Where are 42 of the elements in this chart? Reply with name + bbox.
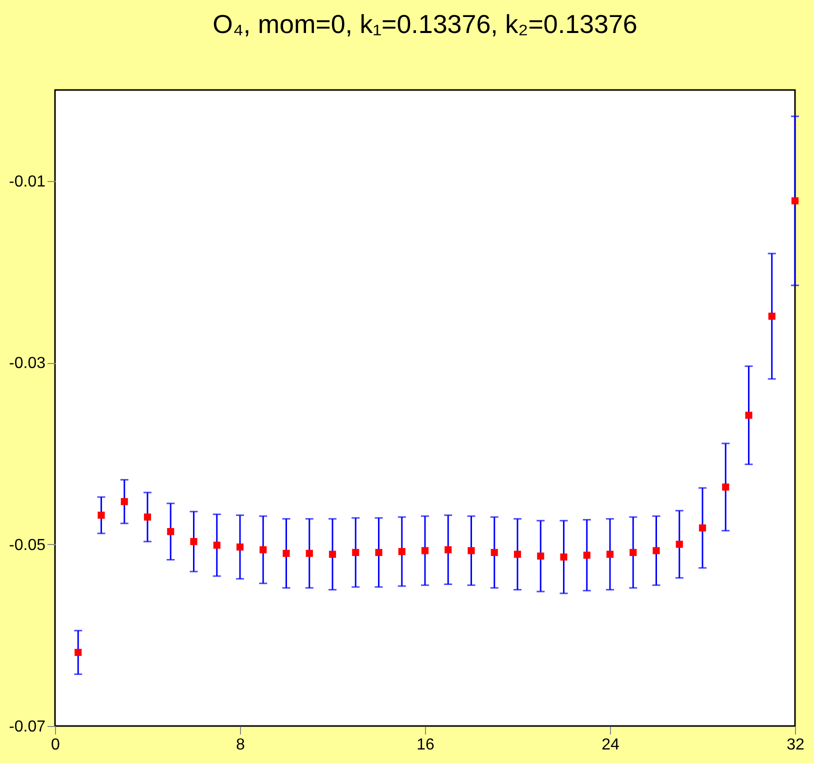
point — [745, 412, 752, 419]
point — [468, 547, 475, 554]
point — [98, 512, 105, 519]
x-tick-label: 24 — [602, 736, 620, 754]
point — [74, 648, 82, 656]
point — [490, 548, 498, 556]
point — [236, 543, 244, 551]
point — [698, 524, 706, 532]
point — [421, 547, 429, 554]
point — [676, 540, 683, 548]
y-tick-label: -0.01 — [9, 173, 46, 190]
point — [352, 548, 360, 556]
point — [375, 548, 382, 556]
x-tick-label: 32 — [786, 736, 804, 754]
y-tick-label: -0.07 — [9, 718, 46, 736]
point — [514, 550, 522, 558]
y-tick-label: -0.05 — [9, 536, 46, 554]
point — [606, 550, 614, 558]
point — [537, 552, 544, 560]
point — [144, 513, 152, 521]
point — [722, 484, 730, 491]
point — [190, 538, 198, 546]
point — [167, 528, 174, 536]
point — [120, 498, 128, 506]
point — [630, 548, 637, 556]
point — [213, 542, 220, 549]
point — [560, 553, 568, 561]
point — [260, 546, 267, 554]
point — [282, 550, 290, 557]
x-tick-label: 0 — [51, 736, 60, 754]
x-tick-label: 8 — [236, 736, 246, 754]
chart-title: O₄, mom=0, k₁=0.13376, k₂=0.13376 — [212, 9, 638, 39]
point — [791, 197, 799, 204]
y-tick-label: -0.03 — [9, 355, 46, 372]
point — [306, 550, 313, 557]
point — [328, 550, 336, 558]
point — [583, 552, 590, 559]
point — [398, 548, 406, 556]
point — [652, 547, 660, 554]
point — [768, 312, 776, 320]
point — [444, 546, 452, 554]
x-tick-label: 16 — [416, 736, 434, 754]
